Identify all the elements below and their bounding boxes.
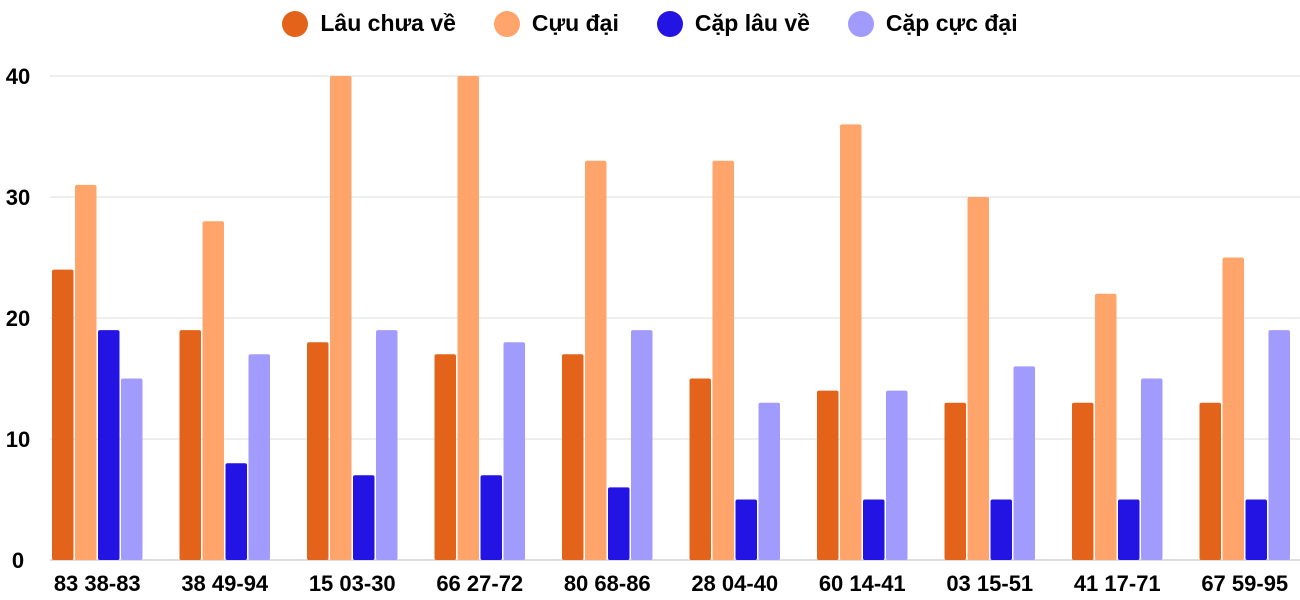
bar[interactable]: [944, 402, 967, 560]
bar[interactable]: [585, 160, 607, 560]
bar[interactable]: [735, 499, 758, 561]
bar[interactable]: [712, 160, 735, 560]
x-tick-label: 67 59-95: [1201, 571, 1288, 596]
bar[interactable]: [990, 499, 1013, 561]
y-tick-label: 20: [6, 306, 30, 331]
x-tick-label: 03 15-51: [946, 571, 1033, 596]
legend-label: Cựu đại: [531, 10, 619, 36]
legend-swatch: [656, 10, 683, 37]
bar[interactable]: [98, 330, 120, 560]
bar[interactable]: [307, 342, 329, 560]
bar[interactable]: [1013, 366, 1036, 560]
bar[interactable]: [480, 475, 503, 560]
bar[interactable]: [967, 197, 990, 560]
bar[interactable]: [353, 475, 375, 560]
bar[interactable]: [376, 330, 398, 560]
bar[interactable]: [1141, 378, 1163, 561]
x-tick-label: 15 03-30: [309, 571, 396, 596]
legend-item[interactable]: Cựu đại: [493, 10, 619, 37]
bar[interactable]: [863, 499, 885, 561]
bar[interactable]: [121, 378, 143, 561]
x-tick-label: 80 68-86: [564, 571, 651, 596]
x-tick-label: 60 14-41: [819, 571, 906, 596]
legend-label: Lâu chưa về: [320, 10, 456, 36]
bar[interactable]: [330, 76, 352, 560]
legend-item[interactable]: Cặp cực đại: [847, 10, 1018, 37]
bar[interactable]: [434, 354, 457, 560]
bar[interactable]: [1072, 402, 1094, 560]
legend-item[interactable]: Cặp lâu về: [656, 10, 810, 37]
legend-swatch: [493, 10, 520, 37]
bar[interactable]: [1222, 257, 1245, 561]
bar[interactable]: [608, 487, 630, 560]
bar[interactable]: [248, 354, 271, 560]
y-tick-label: 0: [12, 548, 24, 573]
legend-label: Cặp cực đại: [885, 10, 1018, 36]
x-tick-label: 38 49-94: [181, 571, 269, 596]
legend-label: Cặp lâu về: [694, 10, 810, 36]
bar[interactable]: [503, 342, 526, 560]
y-tick-label: 30: [6, 185, 30, 210]
bar[interactable]: [689, 378, 712, 561]
bar[interactable]: [1118, 499, 1140, 561]
bar[interactable]: [1245, 499, 1268, 561]
bar[interactable]: [202, 221, 225, 560]
bar[interactable]: [758, 402, 781, 560]
bar[interactable]: [75, 184, 97, 560]
x-tick-label: 28 04-40: [691, 571, 778, 596]
bar[interactable]: [631, 330, 653, 560]
bar[interactable]: [840, 124, 862, 561]
x-tick-label: 66 27-72: [436, 571, 523, 596]
bar[interactable]: [1095, 293, 1117, 560]
bar[interactable]: [457, 76, 480, 560]
x-tick-label: 41 17-71: [1074, 571, 1161, 596]
legend-swatch: [282, 10, 309, 37]
bar[interactable]: [1199, 402, 1222, 560]
y-tick-label: 40: [6, 64, 30, 89]
bar[interactable]: [1268, 330, 1291, 560]
bar[interactable]: [225, 463, 248, 560]
bar[interactable]: [562, 354, 584, 560]
x-tick-label: 83 38-83: [54, 571, 141, 596]
legend-item[interactable]: Lâu chưa về: [282, 10, 456, 37]
y-tick-label: 10: [6, 427, 30, 452]
legend-swatch: [847, 10, 874, 37]
bar[interactable]: [886, 390, 908, 560]
bar[interactable]: [817, 390, 839, 560]
bar[interactable]: [179, 330, 202, 560]
bar[interactable]: [52, 269, 74, 560]
legend: Lâu chưa về Cựu đại Cặp lâu về Cặp cực đại: [0, 10, 1300, 37]
